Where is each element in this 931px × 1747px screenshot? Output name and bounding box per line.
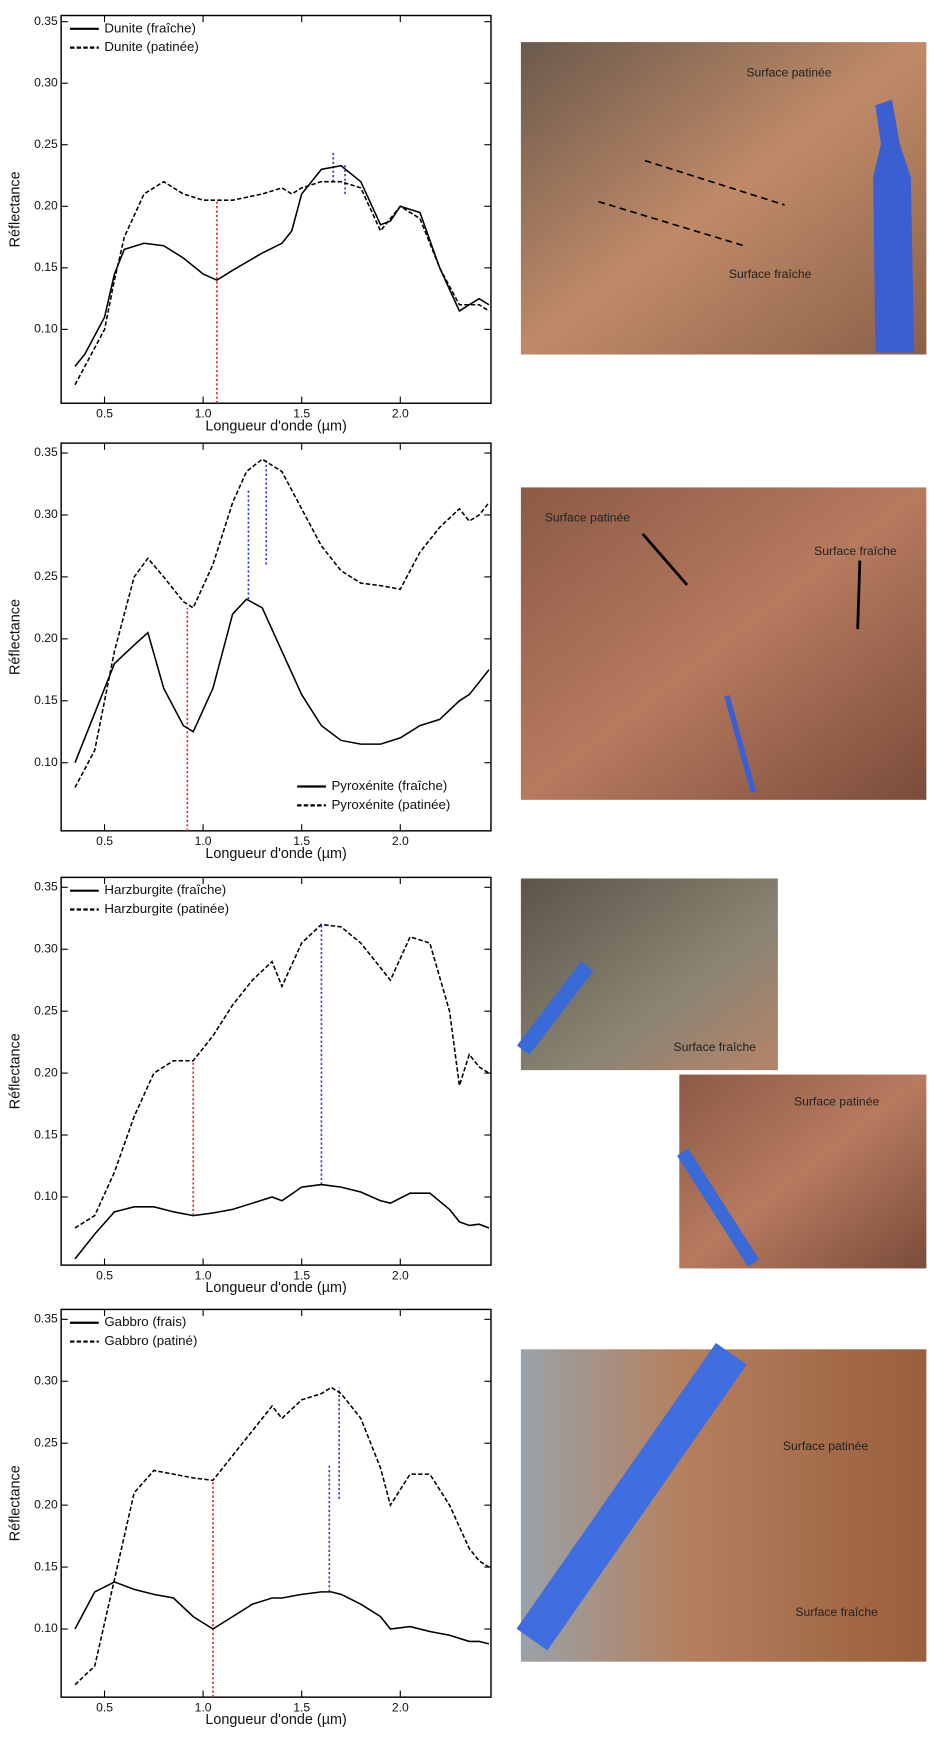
chart: 0.10 0.15 0.20 0.25 0.30 0.35 0.5 1.0 1.5 2.0 Long… (8, 14, 492, 434)
x-tick-label: 2.0 (392, 1700, 409, 1714)
plot-frame (60, 442, 492, 832)
x-tick-label: 1.0 (195, 834, 212, 848)
pen (724, 694, 757, 793)
pen (677, 1148, 760, 1267)
x-tick-label: 2.0 (392, 1268, 409, 1282)
y-tick-label: 0.30 (34, 1373, 58, 1387)
y-tick-label: 0.20 (34, 1065, 58, 1079)
y-tick-label: 0.30 (34, 507, 58, 521)
y-axis-label: Réflectance (8, 599, 24, 675)
annotation-line (644, 159, 785, 206)
x-tick-label: 1.0 (195, 1700, 212, 1714)
photo-label: Surface patinée (746, 65, 831, 79)
legend-label: Pyroxénite (patinée) (331, 797, 450, 812)
y-tick-label: 0.35 (34, 880, 58, 894)
arrow (641, 533, 689, 586)
x-tick-label: 2.0 (392, 407, 409, 421)
x-tick-label: 1.0 (195, 1268, 212, 1282)
y-tick-label: 0.25 (34, 569, 58, 583)
y-tick-label: 0.30 (34, 941, 58, 955)
photo-label: Surface patinée (794, 1094, 879, 1108)
legend-label: Dunite (patinée) (104, 39, 199, 54)
x-tick-label: 1.5 (293, 834, 310, 848)
x-tick-label: 2.0 (392, 834, 409, 848)
x-axis-label: Longueur d'onde (µm) (205, 418, 346, 434)
series-line (74, 598, 490, 764)
x-tick-label: 0.5 (96, 834, 113, 848)
photo (520, 878, 778, 1071)
photo-label: Surface fraîche (814, 544, 897, 558)
legend-label: Harzburgite (fraîche) (104, 882, 226, 897)
legend-label: Pyroxénite (fraîche) (331, 778, 447, 793)
y-tick-label: 0.10 (34, 322, 58, 336)
series-line (74, 923, 490, 1229)
photo (520, 1349, 927, 1662)
photo-label: Surface fraîche (795, 1605, 878, 1619)
series-line (74, 164, 490, 367)
y-tick-label: 0.30 (34, 75, 58, 89)
photo-label: Surface fraîche (673, 1040, 756, 1054)
y-tick-label: 0.15 (34, 260, 58, 274)
legend-label: Gabbro (patiné) (104, 1333, 197, 1348)
legend-label: Dunite (fraîche) (104, 20, 196, 35)
x-tick-label: 1.5 (293, 1268, 310, 1282)
series-line (74, 1581, 490, 1645)
series-line (74, 180, 490, 386)
y-tick-label: 0.25 (34, 137, 58, 151)
plot-frame (60, 1308, 492, 1698)
y-tick-label: 0.10 (34, 755, 58, 769)
pen (873, 99, 915, 353)
series-line (74, 458, 490, 788)
photo-label: Surface patinée (783, 1439, 868, 1453)
legend-label: Harzburgite (patinée) (104, 901, 229, 916)
photo (520, 487, 927, 800)
x-axis-label: Longueur d'onde (µm) (205, 1712, 346, 1728)
y-tick-label: 0.10 (34, 1621, 58, 1635)
y-tick-label: 0.25 (34, 1003, 58, 1017)
pen (516, 1342, 747, 1651)
photo (520, 42, 927, 355)
y-tick-label: 0.35 (34, 14, 58, 28)
annotation-line (598, 200, 745, 247)
y-tick-label: 0.35 (34, 445, 58, 459)
x-axis-label: Longueur d'onde (µm) (205, 846, 346, 862)
y-tick-label: 0.35 (34, 1312, 58, 1326)
legend-label: Gabbro (frais) (104, 1314, 186, 1329)
x-axis-label: Longueur d'onde (µm) (205, 1280, 346, 1296)
chart: 0.10 0.15 0.20 0.25 0.30 0.35 0.5 1.0 1.5 2.0 Long… (8, 876, 492, 1296)
chart: 0.10 0.15 0.20 0.25 0.30 0.35 0.5 1.0 1.5 2.0 Long… (8, 442, 492, 862)
chart: 0.10 0.15 0.20 0.25 0.30 0.35 0.5 1.0 1.5 2.0 Long… (8, 1308, 492, 1728)
y-tick-label: 0.20 (34, 199, 58, 213)
x-tick-label: 1.5 (293, 1700, 310, 1714)
y-axis-label: Réflectance (8, 1465, 24, 1541)
x-tick-label: 1.5 (293, 407, 310, 421)
plot-frame (60, 14, 492, 404)
x-tick-label: 0.5 (96, 1700, 113, 1714)
y-tick-label: 0.20 (34, 631, 58, 645)
series-line (74, 1183, 490, 1260)
y-axis-label: Réflectance (8, 171, 24, 247)
x-tick-label: 0.5 (96, 1268, 113, 1282)
y-tick-label: 0.25 (34, 1435, 58, 1449)
photo-label: Surface fraîche (729, 267, 812, 281)
arrow (856, 560, 862, 630)
pen (516, 961, 594, 1055)
x-tick-label: 0.5 (96, 407, 113, 421)
x-tick-label: 1.0 (195, 407, 212, 421)
photo-label: Surface patinée (545, 511, 630, 525)
photo (679, 1074, 927, 1269)
plot-frame (60, 876, 492, 1266)
y-tick-label: 0.10 (34, 1189, 58, 1203)
y-tick-label: 0.15 (34, 1559, 58, 1573)
y-axis-label: Réflectance (8, 1033, 24, 1109)
y-tick-label: 0.15 (34, 693, 58, 707)
series-line (74, 1386, 490, 1686)
y-tick-label: 0.15 (34, 1127, 58, 1141)
y-tick-label: 0.20 (34, 1497, 58, 1511)
